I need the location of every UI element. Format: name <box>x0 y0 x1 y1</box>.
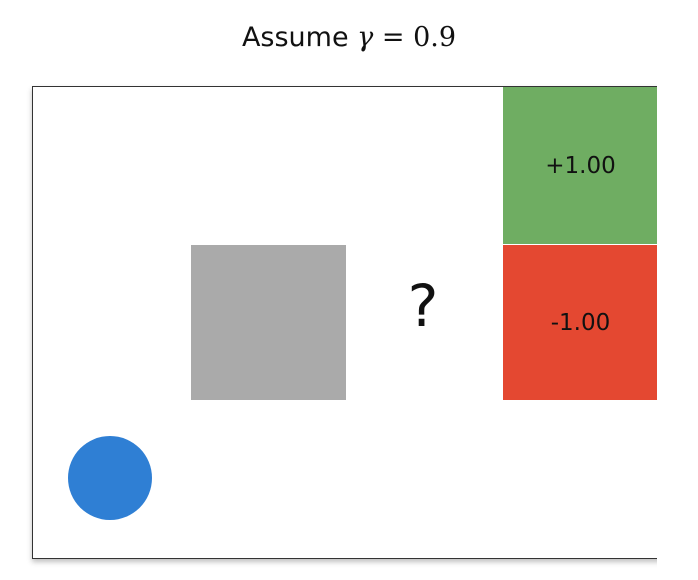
goal-reward-label: +1.00 <box>545 152 616 179</box>
gridworld-frame: +1.00 -1.00 ? <box>32 86 673 559</box>
agent-circle <box>68 436 152 520</box>
diagram-title: Assume γ = 0.9 <box>0 22 698 53</box>
gamma-expression: γ = 0.9 <box>357 22 456 53</box>
gamma-symbol: γ <box>357 22 374 53</box>
goal-cell: +1.00 <box>503 87 658 244</box>
wall-cell <box>191 245 346 400</box>
unknown-value-marker: ? <box>407 272 439 340</box>
title-prefix: Assume <box>241 22 358 53</box>
gamma-value: = 0.9 <box>373 22 457 53</box>
right-crop-edge <box>657 80 698 580</box>
pit-reward-label: -1.00 <box>550 309 611 336</box>
pit-cell: -1.00 <box>503 245 658 400</box>
